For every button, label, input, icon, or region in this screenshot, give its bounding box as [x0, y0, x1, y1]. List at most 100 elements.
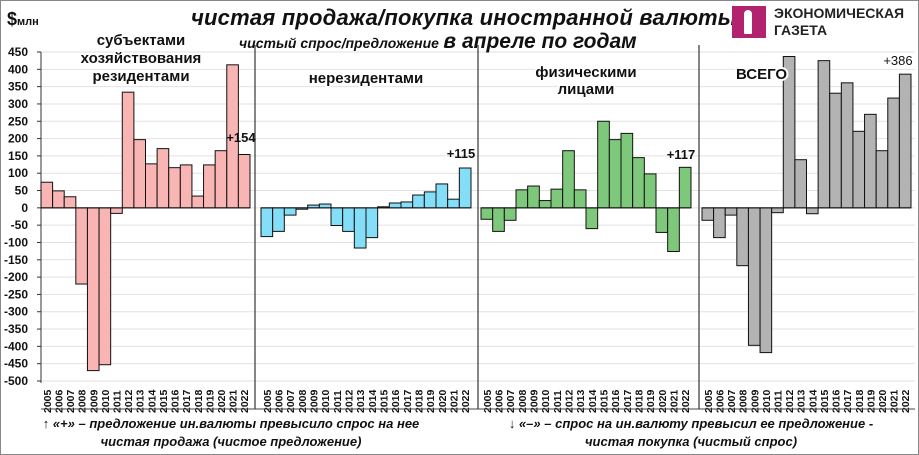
y-tick-label: -250: [4, 287, 28, 301]
y-tick-label: 200: [8, 132, 28, 146]
bar-2-2018: [632, 157, 645, 209]
x-tick-label: 2013: [796, 389, 808, 413]
bar-0-2008: [75, 207, 88, 285]
x-tick-label: 2011: [111, 390, 123, 413]
x-tick-label: 2010: [761, 389, 773, 413]
bar-3-2010: [759, 207, 773, 354]
x-tick-label: 2006: [494, 389, 506, 413]
y-tick-label: 350: [8, 80, 28, 94]
x-tick-label: 2016: [170, 389, 182, 413]
y-tick-label: 50: [15, 184, 29, 198]
y-tick-label: 300: [8, 97, 28, 111]
x-tick-label: 2009: [749, 389, 761, 413]
bar-3-2016: [829, 92, 842, 209]
x-tick-label: 2010: [320, 389, 332, 413]
x-tick-label: 2018: [193, 389, 205, 413]
x-tick-label: 2012: [564, 389, 576, 413]
x-tick-label: 2020: [877, 389, 889, 413]
bar-1-2018: [412, 194, 425, 209]
x-tick-label: 2022: [239, 389, 251, 413]
x-tick-label: 2021: [228, 389, 240, 413]
x-tick-label: 2007: [65, 389, 77, 413]
bar-1-2007: [283, 207, 297, 216]
bar-2-2022: [678, 166, 692, 209]
x-tick-label: 2007: [505, 389, 517, 413]
logo-line2: ГАЗЕТА: [774, 22, 828, 38]
x-tick-label: 2006: [274, 389, 286, 413]
bar-2-2012: [562, 150, 575, 209]
bar-1-2006: [272, 207, 285, 232]
x-tick-label: 2020: [216, 389, 228, 413]
panel-title-3: ВСЕГО: [736, 66, 787, 83]
bar-3-2011: [771, 207, 784, 214]
bar-2-2016: [608, 139, 622, 209]
panel-title-2: физическими: [535, 64, 636, 81]
x-tick-label: 2021: [449, 389, 461, 413]
bar-2-2008: [515, 189, 529, 209]
y-tick-label: 400: [8, 62, 28, 76]
x-tick-label: 2005: [42, 389, 54, 413]
note-minus: ↓ «–» – спрос на ин.валюту превысил ее п…: [471, 415, 911, 451]
x-tick-label: 2015: [819, 389, 831, 413]
bar-3-2006: [713, 207, 726, 239]
annotation-3: +386: [883, 53, 912, 68]
x-tick-label: 2010: [100, 389, 112, 413]
x-tick-label: 2008: [297, 389, 309, 413]
x-tick-label: 2007: [726, 389, 738, 413]
x-tick-label: 2013: [355, 389, 367, 413]
x-tick-label: 2013: [135, 389, 147, 413]
x-tick-label: 2016: [831, 389, 843, 413]
y-tick-label: -300: [4, 305, 28, 319]
bar-0-2005: [40, 181, 54, 209]
x-tick-label: 2006: [53, 389, 65, 413]
x-tick-label: 2011: [332, 390, 344, 413]
x-tick-label: 2014: [807, 389, 819, 413]
x-tick-label: 2005: [703, 389, 715, 413]
bar-2-2011: [550, 188, 564, 209]
logo-line1: ЭКОНОМИЧЕСКАЯ: [774, 5, 905, 21]
y-tick-label: 150: [8, 149, 28, 163]
bar-2-2017: [620, 132, 634, 209]
x-tick-label: 2016: [390, 389, 402, 413]
x-tick-label: 2010: [540, 389, 552, 413]
panel-title-0: резидентами: [92, 68, 189, 85]
x-tick-label: 2014: [587, 389, 599, 413]
bar-0-2017: [179, 164, 193, 209]
bar-0-2013: [133, 139, 146, 209]
x-tick-label: 2011: [552, 390, 564, 413]
bar-3-2020: [875, 150, 889, 209]
bar-2-2015: [597, 120, 610, 209]
bar-3-2005: [701, 207, 715, 221]
note-minus-line1: ↓ «–» – спрос на ин.валюту превысил ее п…: [508, 416, 874, 431]
x-tick-label: 2016: [610, 389, 622, 413]
x-tick-label: 2012: [123, 389, 135, 413]
bar-1-2020: [435, 183, 449, 209]
bar-0-2010: [98, 207, 112, 366]
bar-2-2014: [585, 207, 599, 230]
y-tick-label: -450: [4, 357, 28, 371]
x-tick-label: 2015: [599, 389, 611, 413]
x-tick-label: 2018: [634, 389, 646, 413]
bar-0-2006: [52, 190, 65, 209]
logo-figure-icon: [732, 6, 766, 38]
x-tick-label: 2021: [669, 389, 681, 413]
bar-0-2018: [191, 195, 205, 209]
y-tick-label: -150: [4, 253, 28, 267]
x-tick-label: 2019: [865, 389, 877, 413]
y-tick-label: -200: [4, 270, 28, 284]
x-tick-label: 2008: [738, 389, 750, 413]
bar-2-2010: [538, 200, 552, 209]
bar-2-2006: [492, 207, 505, 232]
y-tick-label: -100: [4, 235, 28, 249]
x-tick-label: 2018: [414, 389, 426, 413]
bar-3-2008: [736, 207, 749, 267]
x-tick-label: 2014: [146, 389, 158, 413]
panel-title-0: субъектами: [97, 32, 186, 49]
bar-2-2005: [480, 207, 494, 220]
x-tick-label: 2017: [402, 389, 414, 413]
bar-1-2014: [365, 207, 379, 239]
x-tick-label: 2022: [680, 389, 692, 413]
bar-0-2015: [156, 148, 170, 209]
y-tick-label: 450: [8, 45, 28, 59]
